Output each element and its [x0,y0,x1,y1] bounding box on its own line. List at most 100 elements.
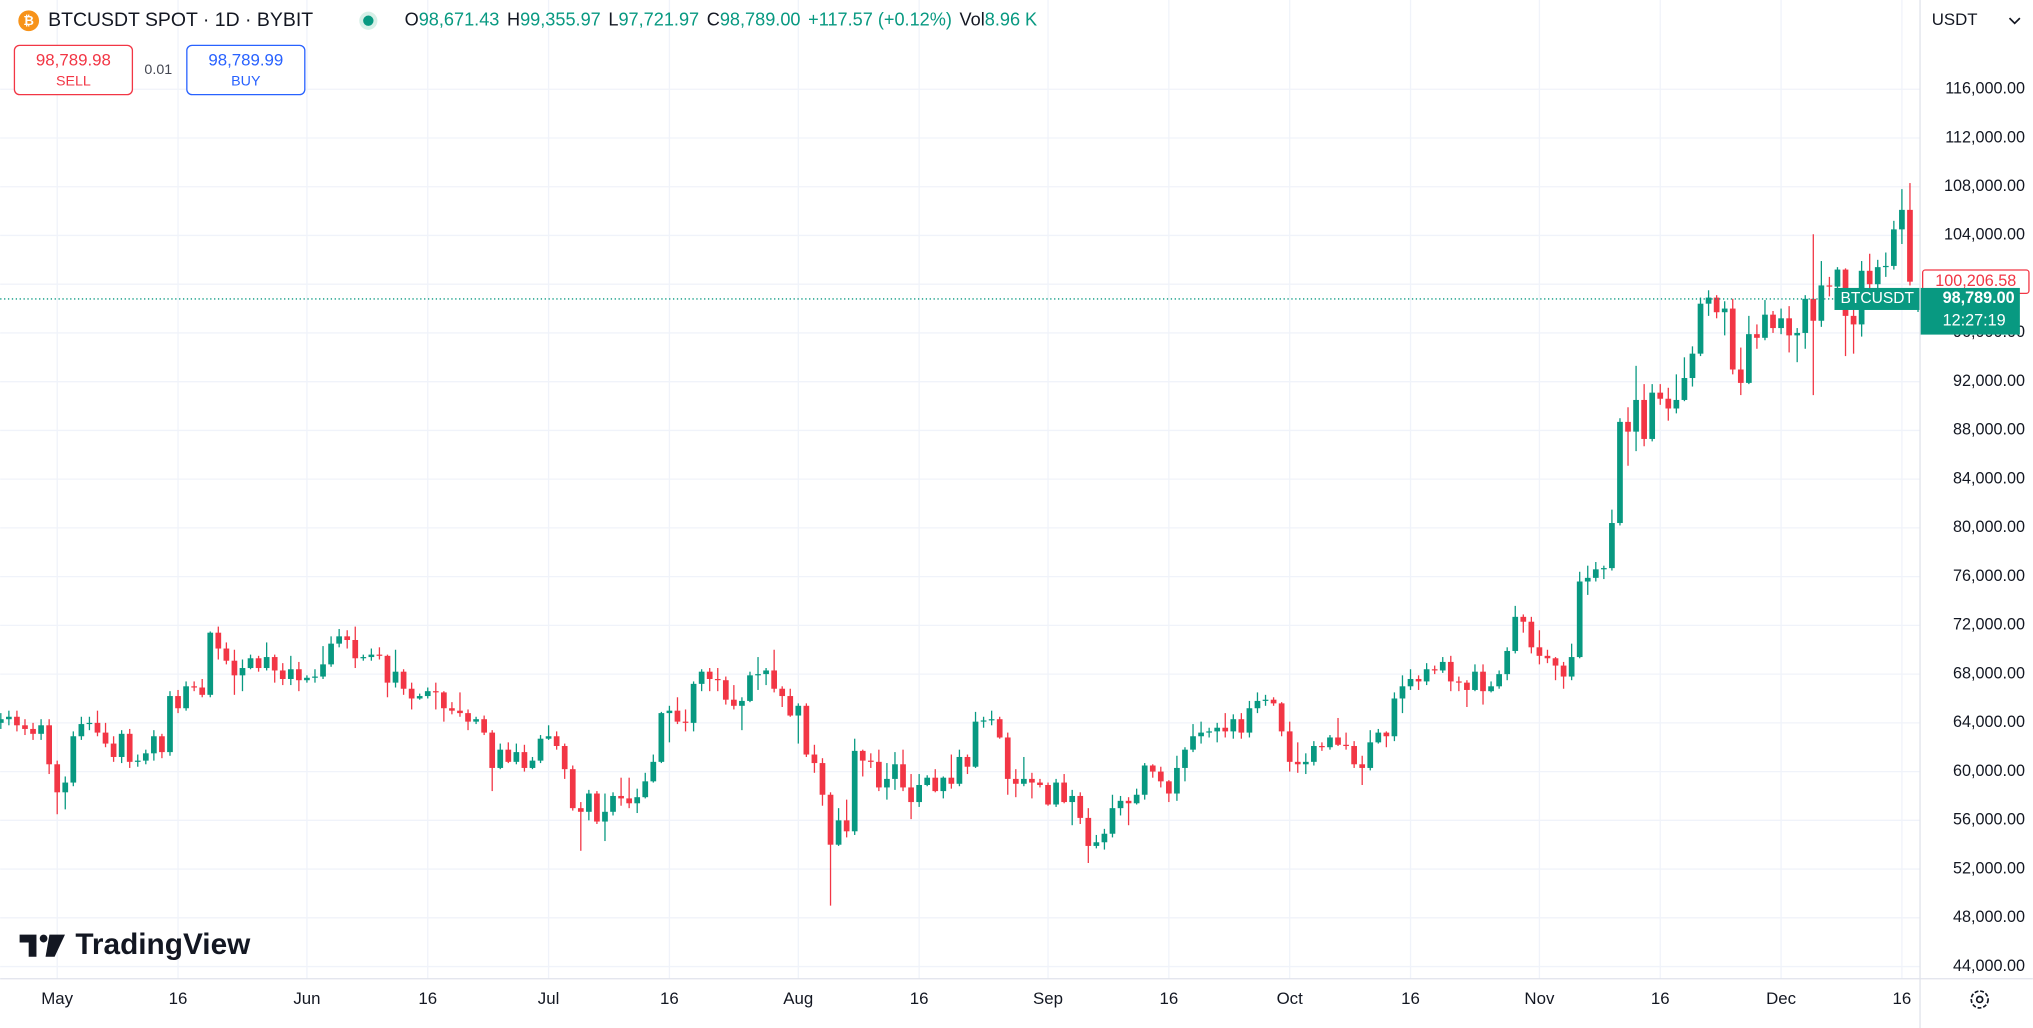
candle-body [1544,655,1551,659]
candle-body [30,728,36,734]
candle-body [408,688,415,699]
candle-body [980,720,987,722]
buy-label[interactable]: BUY [231,73,261,89]
candle-body [1786,318,1792,336]
coin-icon [18,10,40,32]
candle-body [739,700,745,706]
candle-body [449,708,455,711]
candle-body [690,683,697,723]
y-tick-label: 76,000.00 [1953,567,2025,585]
x-tick-label: Nov [1524,989,1555,1008]
candle-body [1230,719,1237,732]
candle-body [457,710,463,714]
ohlc-label: C [707,10,720,30]
candle-body [1439,661,1446,671]
symbol-label: BTCUSDT [1841,290,1915,307]
y-tick-label: 60,000.00 [1953,762,2025,780]
candle-body [577,808,584,812]
x-tick-label: 16 [1159,989,1178,1008]
x-tick-label: 16 [1893,989,1912,1008]
candle-body [223,648,230,661]
candle-body [384,655,391,683]
x-tick-label: Jun [293,989,320,1008]
candle-body [1488,686,1494,692]
candle-body [666,710,673,714]
candle-body [586,793,592,812]
sell-box[interactable] [13,44,134,96]
candle-body [1351,746,1357,765]
logo: TradingView [19,928,251,961]
ohlc-label: O [405,10,419,30]
candle-body [1576,581,1583,658]
candle-body [352,639,359,659]
candle-body [1077,795,1084,818]
candle-body [1117,800,1124,809]
candle-body [1021,778,1027,784]
candle-body [304,677,310,681]
candle-body [731,699,737,706]
candle-body [1286,731,1293,762]
candle-body [1182,749,1188,768]
candle-body [400,671,407,689]
candle-body [1794,332,1801,336]
candle-body [876,761,882,788]
candle-body [706,671,713,679]
candle-body [1343,744,1349,747]
candle-body [1681,378,1688,400]
candle-body [1415,678,1422,682]
ohlc-label: H [507,10,520,30]
chevron[interactable] [2008,17,2021,25]
candle-body [1246,708,1253,733]
currency[interactable]: USDT [1932,10,1978,29]
sell-price[interactable]: 98,789.98 [36,50,111,69]
settings-button[interactable] [1970,990,1989,1009]
candle-body [811,754,818,764]
gear[interactable] [1970,990,1989,1009]
candle-body [851,750,858,832]
candle-body [1729,308,1736,370]
y-tick-label: 48,000.00 [1953,908,2025,926]
y-tick-label: 64,000.00 [1953,713,2025,731]
candle-body [940,777,947,792]
candle-body [175,696,181,709]
candle-body [1399,686,1406,699]
candle-body [376,654,383,656]
candle-body [932,777,939,792]
candle-body [110,743,117,757]
candle-body [1737,369,1744,383]
candle-body [1069,795,1076,803]
candle-body [1617,421,1623,524]
candle-body [1584,577,1591,582]
candle-body [465,713,471,722]
candle-body [602,811,608,822]
logo-text: TradingView [75,928,251,961]
candle-body [1101,833,1108,843]
buy-button[interactable]: 98,789.99 BUY [186,44,306,96]
currency-selector[interactable]: USDT [1923,2,2031,39]
candle-body [634,797,641,804]
candle-body [1037,782,1043,785]
quantity: 0.01 [144,62,172,78]
candle-body [1512,616,1519,651]
last-price-box [1920,287,2020,335]
candle-body [1657,392,1664,399]
candle-body [142,753,149,761]
symbol-box [1834,287,1921,310]
candle-body [1206,731,1212,733]
candle-body [1826,285,1833,287]
candle-body [1907,209,1913,282]
buy-box[interactable] [186,44,306,96]
buy-price[interactable]: 98,789.99 [208,50,283,69]
candles [0,183,1921,906]
sell-button[interactable]: 98,789.98 SELL [13,44,134,96]
sell-label[interactable]: SELL [56,73,91,89]
candle-body [167,696,173,753]
x-tick-label: Aug [783,989,813,1008]
gear-hub[interactable] [1975,995,1984,1004]
ohlc-value: 98,671.43 [419,10,500,30]
candle-body [1407,678,1414,687]
candle-body [6,716,12,720]
candle-body [1560,665,1567,677]
candle-body [1520,616,1527,622]
